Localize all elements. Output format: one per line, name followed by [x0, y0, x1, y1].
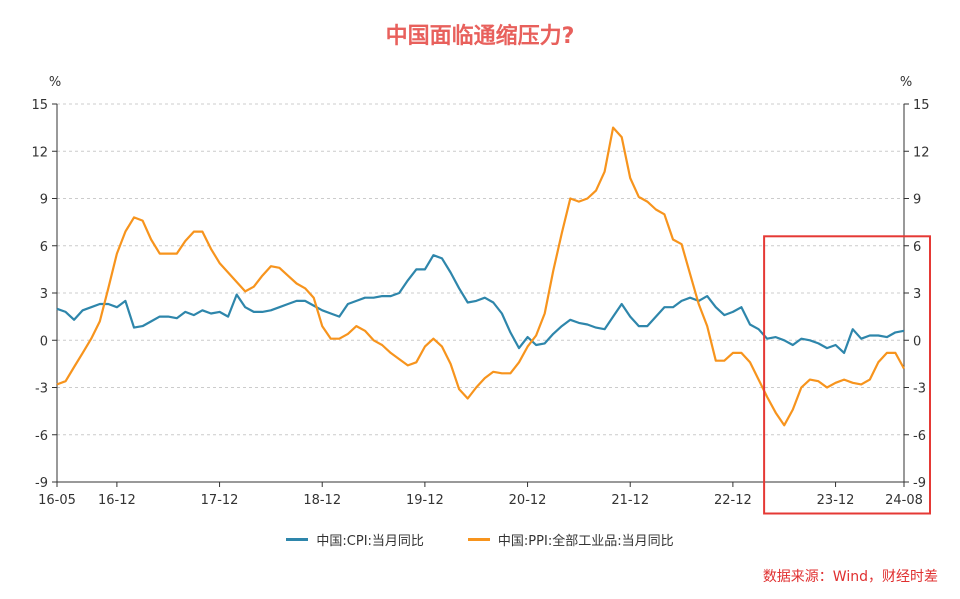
y-tick-label-left: 9 [40, 193, 48, 208]
legend-swatch-ppi [467, 538, 490, 541]
x-tick-label: 22-12 [714, 493, 752, 508]
legend: 中国:CPI:当月同比 中国:PPI:全部工业品:当月同比 [0, 530, 960, 549]
y-tick-label-left: 15 [31, 98, 48, 113]
x-tick-label: 17-12 [201, 493, 239, 508]
x-tick-label: 24-08 [885, 493, 923, 508]
y-tick-label-right: 9 [913, 193, 921, 208]
series-line-ppi [56, 126, 905, 427]
highlight-box [763, 235, 931, 515]
legend-label-cpi: 中国:CPI:当月同比 [316, 534, 424, 549]
x-tick-label: 16-12 [98, 493, 136, 508]
y-tick-label-right: 0 [913, 334, 921, 349]
y-unit-left: % [49, 75, 61, 90]
y-tick-label-right: 12 [913, 145, 930, 160]
y-tick-label-right: -3 [913, 382, 926, 397]
y-tick-label-left: 6 [40, 240, 48, 255]
x-tick-label: 21-12 [611, 493, 649, 508]
legend-item-cpi: 中国:CPI:当月同比 [286, 530, 424, 549]
y-tick-label-left: 12 [31, 145, 48, 160]
legend-item-ppi: 中国:PPI:全部工业品:当月同比 [467, 530, 674, 549]
y-tick-label-right: 6 [913, 240, 921, 255]
x-tick-label: 23-12 [817, 493, 855, 508]
y-tick-label-right: 15 [913, 98, 930, 113]
y-tick-label-right: -6 [913, 429, 926, 444]
series-line-cpi [56, 254, 905, 354]
data-source: 数据来源：Wind，财经时差 [762, 569, 938, 585]
x-tick-label: 19-12 [406, 493, 444, 508]
y-tick-label-left: 3 [40, 287, 48, 302]
y-tick-label-left: -9 [35, 476, 48, 491]
x-tick-label: 18-12 [303, 493, 341, 508]
y-tick-label-right: 3 [913, 287, 921, 302]
legend-swatch-cpi [286, 538, 309, 541]
x-tick-label: 20-12 [509, 493, 547, 508]
y-tick-label-left: 0 [40, 334, 48, 349]
y-tick-label-right: -9 [913, 476, 926, 491]
y-tick-label-left: -3 [35, 382, 48, 397]
y-unit-right: % [900, 75, 912, 90]
legend-label-ppi: 中国:PPI:全部工业品:当月同比 [497, 534, 674, 549]
chart-title: 中国面临通缩压力? [385, 24, 575, 49]
x-tick-label: 16-05 [38, 493, 76, 508]
y-tick-label-left: -6 [35, 429, 48, 444]
